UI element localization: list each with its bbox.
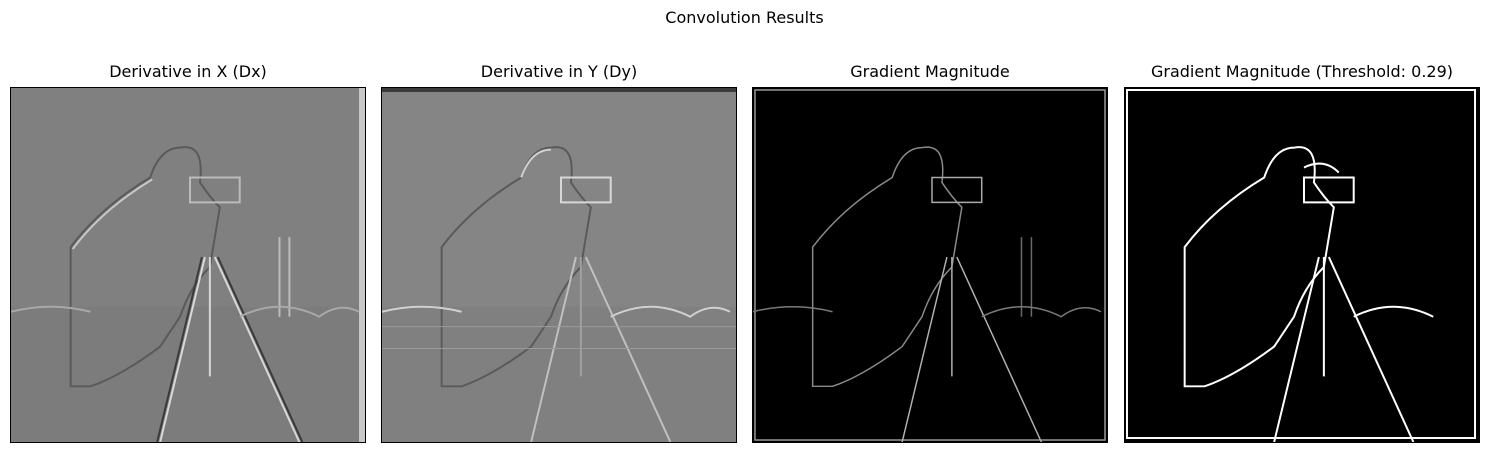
panel-title-threshold: Gradient Magnitude (Threshold: 0.29)	[1150, 62, 1453, 81]
gradient-magnitude-image	[752, 87, 1108, 443]
panel-title-dy: Derivative in Y (Dy)	[480, 62, 638, 81]
dx-image-canvas	[11, 88, 365, 442]
gradient-magnitude-canvas	[753, 88, 1107, 442]
gradient-threshold-canvas	[1125, 88, 1479, 442]
panel-dx: Derivative in X (Dx)	[10, 62, 366, 443]
panel-title-dx: Derivative in X (Dx)	[109, 62, 267, 81]
dy-image-canvas	[382, 88, 736, 442]
gradient-threshold-image	[1124, 87, 1480, 443]
dy-image	[381, 87, 737, 443]
panel-dy: Derivative in Y (Dy)	[381, 62, 737, 443]
panel-title-gradient: Gradient Magnitude	[850, 62, 1010, 81]
figure-suptitle: Convolution Results	[665, 8, 824, 27]
panel-gradient-threshold: Gradient Magnitude (Threshold: 0.29)	[1124, 62, 1480, 443]
panel-gradient-magnitude: Gradient Magnitude	[752, 62, 1108, 443]
dx-image	[10, 87, 366, 443]
